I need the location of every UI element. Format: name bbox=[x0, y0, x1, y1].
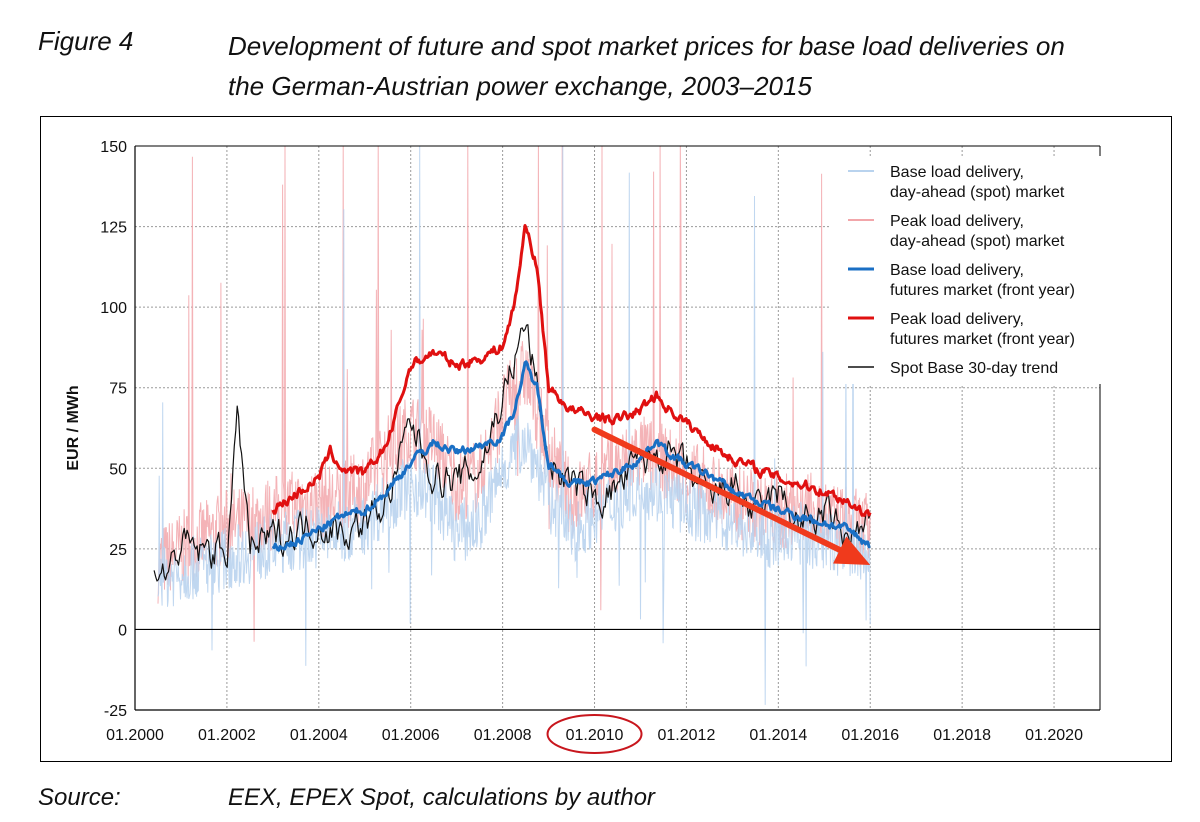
highlight-circle bbox=[546, 714, 643, 754]
trend-arrow-shaft bbox=[591, 426, 843, 553]
trend-arrow-head bbox=[833, 536, 871, 565]
series-peak-futures bbox=[271, 224, 872, 517]
legend: Base load delivery, day-ahead (spot) mark… bbox=[830, 156, 1110, 384]
legend-label: Spot Base 30-day trend bbox=[890, 360, 1058, 377]
chart-frame bbox=[40, 116, 1172, 762]
y-tick-label: 50 bbox=[109, 461, 127, 478]
legend-label: Peak load delivery, futures market (front… bbox=[890, 311, 1075, 348]
series-spot-trend bbox=[153, 324, 871, 582]
y-tick-label: 25 bbox=[109, 542, 127, 559]
x-tick-label: 01.2006 bbox=[382, 727, 440, 744]
y-tick-label: 75 bbox=[109, 381, 127, 398]
y-tick-label: -25 bbox=[104, 703, 127, 720]
x-tick-label: 01.2000 bbox=[106, 727, 164, 744]
series-base-spot bbox=[157, 145, 871, 705]
series-base-futures bbox=[271, 360, 871, 552]
x-tick-label: 01.2002 bbox=[198, 727, 256, 744]
axis-layer: -25 0 25 50 75 100 125 150 01.2000 01.2002 01.2004… bbox=[65, 139, 1101, 744]
figure-title-line-1: Development of future and spot market pr… bbox=[228, 31, 1065, 61]
source-text: EEX, EPEX Spot, calculations by author bbox=[228, 784, 655, 811]
legend-background bbox=[830, 156, 1110, 384]
x-tick-label: 01.2018 bbox=[933, 727, 991, 744]
y-tick-label: 125 bbox=[100, 220, 127, 237]
price-chart: -25 0 25 50 75 100 125 150 01.2000 01.2002 01.2004… bbox=[65, 139, 1110, 754]
x-tick-label: 01.2020 bbox=[1025, 727, 1083, 744]
figure-title: Development of future and spot market pr… bbox=[228, 26, 1178, 106]
y-axis-label: EUR / MWh bbox=[65, 385, 82, 470]
figure-label: Figure 4 bbox=[38, 26, 134, 56]
figure-title-line-2: the German-Austrian power exchange, 2003… bbox=[228, 71, 812, 101]
source-label: Source: bbox=[38, 784, 121, 811]
y-tick-label: 0 bbox=[118, 622, 127, 639]
x-tick-label: 01.2010 bbox=[566, 727, 624, 744]
annotation-layer bbox=[546, 426, 871, 754]
x-tick-label: 01.2008 bbox=[474, 727, 532, 744]
spot-layer bbox=[157, 145, 871, 705]
legend-label: Base load delivery, day-ahead (spot) mark… bbox=[890, 164, 1065, 201]
legend-label: Peak load delivery, day-ahead (spot) mark… bbox=[890, 213, 1065, 250]
legend-label: Base load delivery, futures market (front… bbox=[890, 262, 1075, 299]
y-tick-label: 150 bbox=[100, 139, 127, 156]
x-tick-label: 01.2016 bbox=[841, 727, 899, 744]
line-layer bbox=[153, 224, 872, 582]
x-tick-label: 01.2014 bbox=[749, 727, 807, 744]
x-tick-label: 01.2012 bbox=[658, 727, 716, 744]
y-tick-label: 100 bbox=[100, 300, 127, 317]
x-tick-label: 01.2004 bbox=[290, 727, 348, 744]
